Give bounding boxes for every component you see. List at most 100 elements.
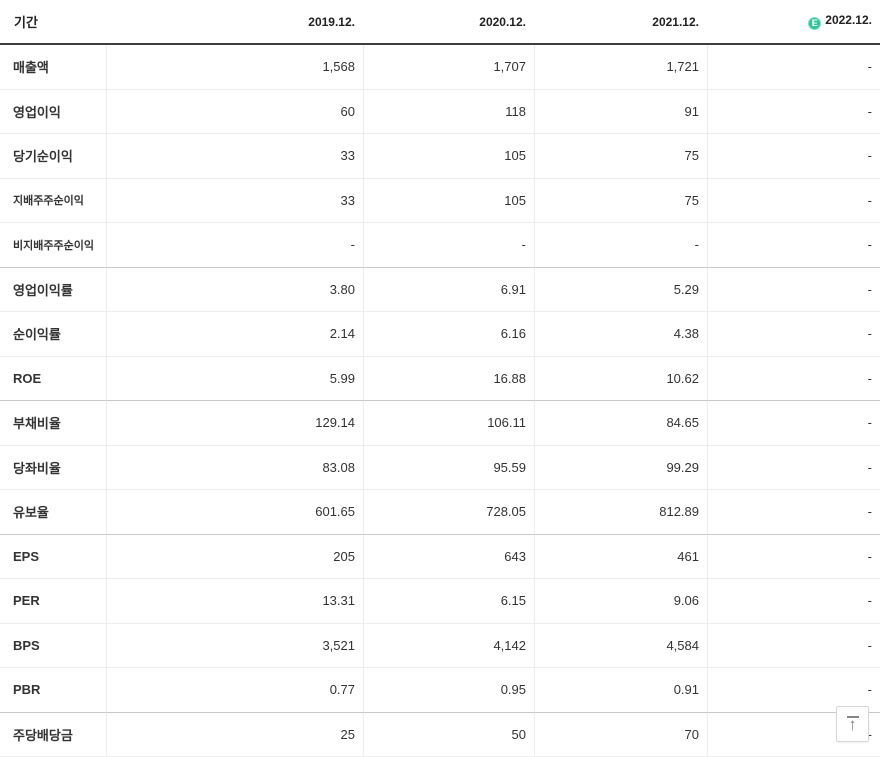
cell-value: 4,142 [363, 623, 534, 668]
table-row: 순이익률 2.14 6.16 4.38 - [0, 312, 880, 357]
table-row: 부채비율 129.14 106.11 84.65 - [0, 401, 880, 446]
cell-value: 601.65 [106, 490, 363, 535]
cell-value: 106.11 [363, 401, 534, 446]
cell-value: 75 [534, 134, 707, 179]
cell-value: 10.62 [534, 356, 707, 401]
column-header-2022-estimate: E 2022.12. [707, 0, 880, 45]
cell-value: 13.31 [106, 579, 363, 624]
row-label: BPS [0, 623, 106, 668]
table-row: PBR 0.77 0.95 0.91 - [0, 668, 880, 713]
cell-value: - [707, 579, 880, 624]
cell-value: 25 [106, 712, 363, 757]
column-header-2019: 2019.12. [106, 0, 363, 45]
row-label: PBR [0, 668, 106, 713]
cell-value: 6.15 [363, 579, 534, 624]
table-header: 기간 2019.12. 2020.12. 2021.12. E 2022.12. [0, 0, 880, 45]
cell-value: - [707, 223, 880, 268]
cell-value: 461 [534, 534, 707, 579]
cell-value: 9.06 [534, 579, 707, 624]
cell-value: 105 [363, 178, 534, 223]
cell-value: - [707, 178, 880, 223]
cell-value: 6.16 [363, 312, 534, 357]
cell-value: 1,707 [363, 45, 534, 90]
cell-value: 50 [363, 712, 534, 757]
cell-value: 5.99 [106, 356, 363, 401]
cell-value: 83.08 [106, 445, 363, 490]
estimate-badge-icon: E [808, 17, 822, 30]
row-label: 영업이익 [0, 89, 106, 134]
cell-value: - [707, 668, 880, 713]
cell-value: - [707, 534, 880, 579]
table-row: 비지배주주순이익 - - - - [0, 223, 880, 268]
cell-value: 75 [534, 178, 707, 223]
cell-value: - [707, 401, 880, 446]
cell-value: - [707, 89, 880, 134]
cell-value: 118 [363, 89, 534, 134]
row-label: 순이익률 [0, 312, 106, 357]
cell-value: 4,584 [534, 623, 707, 668]
table-row: 당기순이익 33 105 75 - [0, 134, 880, 179]
cell-value: - [707, 623, 880, 668]
cell-value: 33 [106, 134, 363, 179]
cell-value: 3.80 [106, 267, 363, 312]
cell-value: 728.05 [363, 490, 534, 535]
cell-value: 643 [363, 534, 534, 579]
cell-value: 0.77 [106, 668, 363, 713]
cell-value: - [707, 267, 880, 312]
table-row: 영업이익률 3.80 6.91 5.29 - [0, 267, 880, 312]
table-row: 유보율 601.65 728.05 812.89 - [0, 490, 880, 535]
table-row: BPS 3,521 4,142 4,584 - [0, 623, 880, 668]
cell-value: - [707, 134, 880, 179]
row-label: 당좌비율 [0, 445, 106, 490]
cell-value: 84.65 [534, 401, 707, 446]
table-row: 영업이익 60 118 91 - [0, 89, 880, 134]
cell-value: 70 [534, 712, 707, 757]
table-row: EPS 205 643 461 - [0, 534, 880, 579]
table-row: 주당배당금 25 50 70 - [0, 712, 880, 757]
cell-value: 95.59 [363, 445, 534, 490]
row-label: 영업이익률 [0, 267, 106, 312]
cell-value: - [707, 45, 880, 90]
cell-value: 0.95 [363, 668, 534, 713]
cell-value: - [106, 223, 363, 268]
arrow-top-bar [846, 715, 859, 718]
table-row: ROE 5.99 16.88 10.62 - [0, 356, 880, 401]
arrow-up-icon: ↑ [848, 714, 857, 734]
cell-value: 16.88 [363, 356, 534, 401]
cell-value: - [707, 312, 880, 357]
cell-value: - [707, 356, 880, 401]
cell-value: 5.29 [534, 267, 707, 312]
column-header-2020: 2020.12. [363, 0, 534, 45]
cell-value: 1,568 [106, 45, 363, 90]
column-header-2022-label: 2022.12. [825, 13, 872, 27]
cell-value: 4.38 [534, 312, 707, 357]
cell-value: 99.29 [534, 445, 707, 490]
cell-value: - [707, 445, 880, 490]
period-header: 기간 [0, 0, 106, 45]
column-header-2021: 2021.12. [534, 0, 707, 45]
row-label: PER [0, 579, 106, 624]
row-label: 매출액 [0, 45, 106, 90]
row-label: 부채비율 [0, 401, 106, 446]
cell-value: 129.14 [106, 401, 363, 446]
cell-value: 60 [106, 89, 363, 134]
row-label: 당기순이익 [0, 134, 106, 179]
row-label: 주당배당금 [0, 712, 106, 757]
cell-value: 6.91 [363, 267, 534, 312]
table-body: 매출액 1,568 1,707 1,721 - 영업이익 60 118 91 -… [0, 45, 880, 757]
cell-value: 33 [106, 178, 363, 223]
scroll-to-top-button[interactable]: ↑ [836, 706, 869, 742]
cell-value: 91 [534, 89, 707, 134]
cell-value: 3,521 [106, 623, 363, 668]
cell-value: 105 [363, 134, 534, 179]
table-row: PER 13.31 6.15 9.06 - [0, 579, 880, 624]
cell-value: - [363, 223, 534, 268]
cell-value: - [534, 223, 707, 268]
cell-value: 2.14 [106, 312, 363, 357]
row-label: ROE [0, 356, 106, 401]
cell-value: 1,721 [534, 45, 707, 90]
row-label: 유보율 [0, 490, 106, 535]
cell-value: 0.91 [534, 668, 707, 713]
row-label: EPS [0, 534, 106, 579]
